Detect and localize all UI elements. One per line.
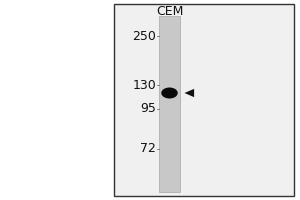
Bar bbox=[159, 16, 180, 192]
Polygon shape bbox=[184, 89, 194, 97]
Bar bbox=[114, 4, 294, 196]
Text: 250: 250 bbox=[132, 29, 156, 43]
Text: 130: 130 bbox=[132, 79, 156, 92]
Text: CEM: CEM bbox=[156, 5, 183, 18]
Text: 95: 95 bbox=[140, 102, 156, 116]
Text: 72: 72 bbox=[140, 142, 156, 156]
Ellipse shape bbox=[161, 88, 178, 98]
